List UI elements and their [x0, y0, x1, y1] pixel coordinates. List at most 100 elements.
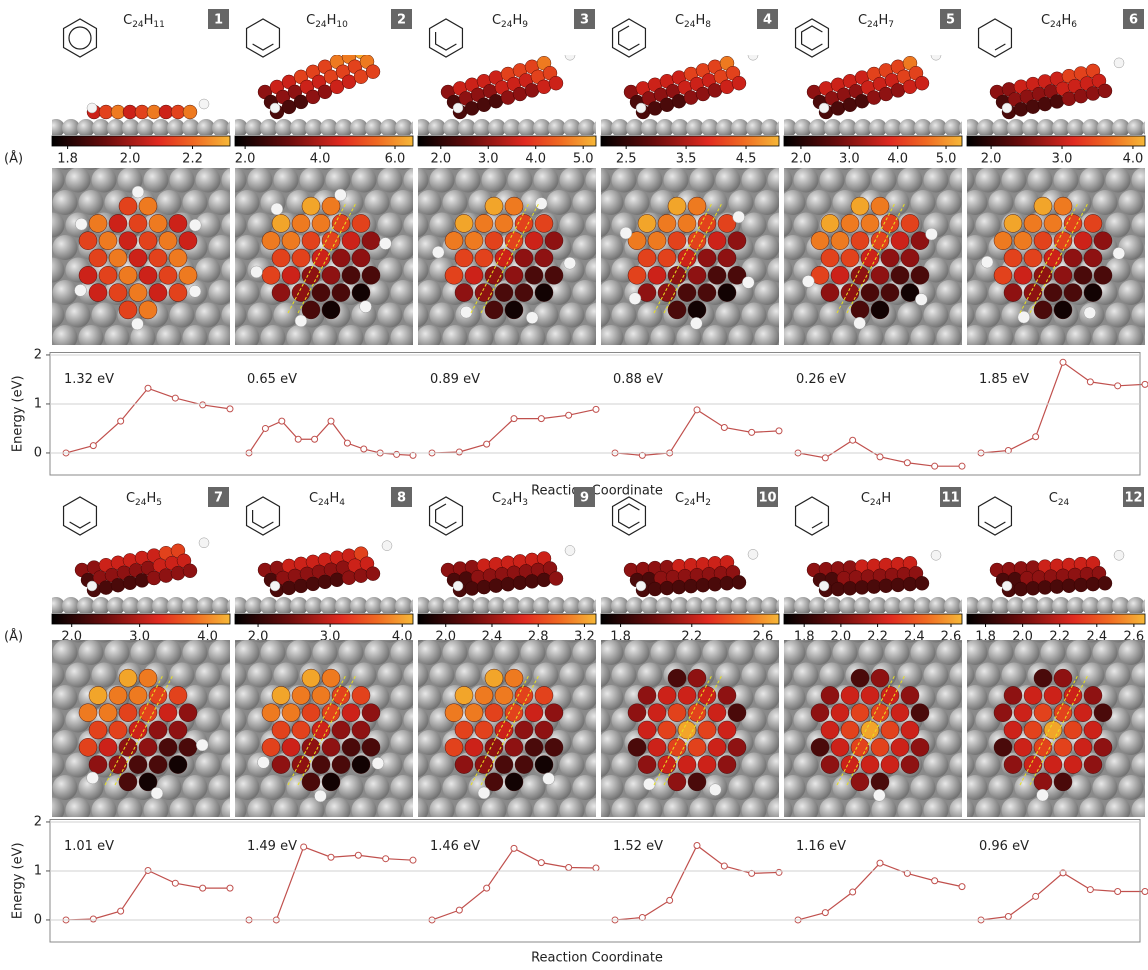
- molecule-atom: [329, 572, 345, 587]
- molecule-atom: [1043, 283, 1063, 302]
- substrate-atom: [959, 121, 962, 135]
- molecule-atom: [717, 248, 737, 268]
- colorbar-tick-label: 1.8: [57, 152, 78, 167]
- formula-element: C: [675, 13, 684, 28]
- molecule-atom: [138, 668, 158, 688]
- substrate-atom: [593, 599, 596, 613]
- hydrogen-atom: [188, 285, 202, 298]
- hydrogen-atom: [802, 275, 815, 288]
- molecule-atom: [293, 578, 309, 594]
- hydrogen-atom: [1036, 788, 1049, 802]
- hydrogen-atom: [269, 102, 281, 114]
- molecule-atom: [627, 231, 647, 250]
- molecule-atom: [1023, 283, 1043, 302]
- molecule-atom: [321, 772, 341, 792]
- y-tick-label: 0: [34, 445, 42, 460]
- molecule-atom: [494, 755, 514, 774]
- molecule-atom: [657, 755, 677, 774]
- molecule-atom: [351, 248, 371, 268]
- molecule-atom: [870, 196, 890, 216]
- molecule-atom: [291, 283, 311, 302]
- ring-icon-inner: [68, 26, 92, 50]
- hydrogen-atom: [1001, 580, 1013, 592]
- substrate-atom: [77, 597, 95, 613]
- molecule-atom: [1053, 703, 1073, 722]
- colorbar: [234, 613, 414, 625]
- hydrogen-atom: [747, 549, 759, 560]
- hydrogen-atom: [742, 276, 755, 289]
- substrate-atom: [380, 119, 398, 135]
- hydrogen-atom: [1017, 310, 1031, 324]
- molecule-atom: [667, 231, 687, 250]
- formula-subscript: 24: [501, 498, 513, 508]
- molecule-atom: [524, 83, 540, 98]
- molecule-atom: [118, 231, 138, 250]
- formula: C24H4: [309, 491, 345, 508]
- panel-badge: [940, 9, 961, 29]
- x-axis-label: Reaction Coordinate: [531, 951, 663, 966]
- molecule-atom: [534, 248, 554, 268]
- molecule-atom: [128, 720, 148, 740]
- panel-number: 7: [214, 491, 223, 506]
- molecule-atom: [138, 231, 158, 250]
- substrate-atom: [503, 597, 521, 613]
- formula: C24H8: [675, 13, 711, 30]
- formula-element: H: [696, 491, 706, 506]
- substrate-atom: [335, 597, 353, 613]
- molecule-atom: [548, 75, 564, 91]
- molecule-atom: [494, 720, 514, 740]
- substrate-atom: [626, 119, 644, 135]
- molecule-atom: [707, 738, 727, 757]
- side-view: [418, 545, 596, 613]
- formula-element: H: [696, 13, 706, 28]
- panel-badge: [391, 487, 412, 507]
- hydrogen-atom: [452, 102, 464, 114]
- molecule-atom: [1003, 720, 1023, 740]
- colorbar: [783, 135, 963, 147]
- molecule-atom: [108, 248, 128, 268]
- colorbar-tick-label: 4.0: [1123, 152, 1144, 167]
- molecule-atom: [504, 668, 524, 688]
- substrate-atom: [686, 597, 704, 613]
- molecule-atom: [1033, 196, 1053, 216]
- substrate-atom: [92, 119, 110, 135]
- substrate-atom: [137, 119, 155, 135]
- formula-element: C: [1041, 13, 1050, 28]
- substrate-atom: [365, 119, 383, 135]
- side-view: [52, 98, 230, 135]
- ring-icon-inner: [811, 521, 823, 529]
- hydrogen-atom: [690, 317, 703, 330]
- hydrogen-atom: [930, 550, 942, 561]
- molecule-atom: [1085, 86, 1101, 101]
- hydrogen-atom: [86, 771, 99, 785]
- energy-point: [849, 436, 857, 444]
- molecule-atom: [1083, 755, 1103, 774]
- molecule-atom: [830, 266, 850, 285]
- top-view: [601, 168, 779, 345]
- molecule-atom: [78, 703, 98, 722]
- molecule-atom: [687, 668, 707, 688]
- molecule-atom: [454, 283, 474, 302]
- energy-point: [226, 405, 234, 413]
- energy-point: [876, 453, 884, 461]
- energy-point: [455, 906, 463, 914]
- ring-icon: [62, 496, 98, 536]
- substrate-atom: [731, 119, 749, 135]
- substrate-atom: [473, 119, 491, 135]
- substrate-atom: [458, 119, 476, 135]
- colorbar-tick-label: 5.0: [936, 152, 957, 167]
- molecule-atom: [1025, 99, 1041, 114]
- guide-line: [297, 674, 357, 786]
- energy-point: [89, 442, 97, 450]
- ring-icon: [245, 496, 281, 536]
- y-tick-label: 1: [34, 396, 42, 411]
- molecule-atom: [870, 231, 890, 250]
- hydrogen-atom: [635, 580, 647, 592]
- guide-line: [480, 674, 540, 786]
- substrate-atom: [611, 597, 629, 613]
- colorbar-tick-label: 2.0: [235, 152, 256, 167]
- molecule-atom: [830, 703, 850, 722]
- substrate-atom: [1097, 597, 1115, 613]
- molecule-atom: [719, 79, 735, 95]
